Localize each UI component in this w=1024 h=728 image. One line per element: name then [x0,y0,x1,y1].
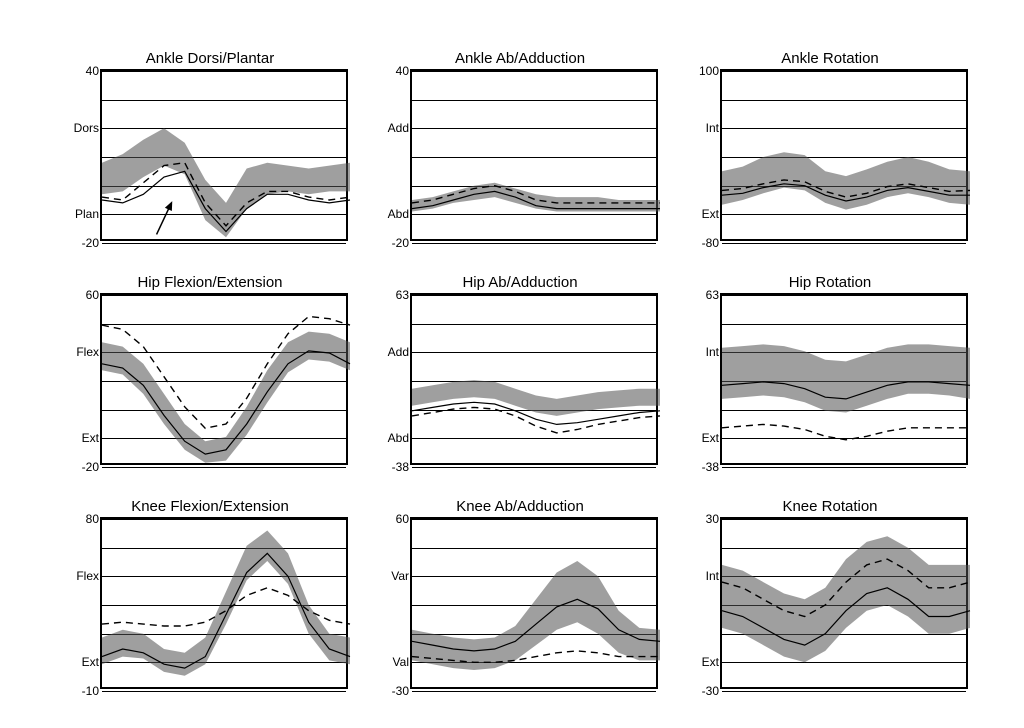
y-tick-label: Abd [388,207,409,221]
y-tick-label: Ext [702,655,719,669]
y-tick-label: 100 [699,64,719,78]
panel-title: Knee Flexion/Extension [70,498,350,515]
normative-band [102,531,350,676]
panel-5: Hip Rotation63IntExt-38 [690,274,970,484]
chart-grid: Ankle Dorsi/Plantar40DorsPlan-20Ankle Ab… [70,50,970,708]
normative-band [722,344,970,412]
plot-area: 40AddAbd-20 [410,69,658,241]
y-tick-label: -38 [392,460,409,474]
gridline [722,691,966,692]
panel-title: Hip Flexion/Extension [70,274,350,291]
y-tick-label: 40 [86,64,99,78]
panel-7: Knee Ab/Adduction60VarVal-30 [380,498,660,708]
panel-2: Ankle Rotation100IntExt-80 [690,50,970,260]
panel-4: Hip Ab/Adduction63AddAbd-38 [380,274,660,484]
y-tick-label: Add [388,121,409,135]
gridline [412,467,656,468]
plot-svg [102,295,350,467]
y-tick-label: Dors [74,121,99,135]
plot-svg [412,295,660,467]
y-tick-label: Ext [702,431,719,445]
plot-area: 30IntExt-30 [720,517,968,689]
y-tick-label: Flex [76,569,99,583]
y-tick-label: Ext [82,655,99,669]
y-tick-label: 63 [396,288,409,302]
plot-area: 60VarVal-30 [410,517,658,689]
y-tick-label: 80 [86,512,99,526]
plot-area: 63AddAbd-38 [410,293,658,465]
plot-svg [102,519,350,691]
panel-6: Knee Flexion/Extension80FlexExt-10 [70,498,350,708]
gridline [412,691,656,692]
y-tick-label: -10 [82,684,99,698]
normative-band [412,561,660,670]
panel-1: Ankle Ab/Adduction40AddAbd-20 [380,50,660,260]
y-tick-label: -20 [392,236,409,250]
y-tick-label: -20 [82,460,99,474]
panel-title: Ankle Rotation [690,50,970,67]
panel-8: Knee Rotation30IntExt-30 [690,498,970,708]
normative-band [722,536,970,662]
gridline [412,243,656,244]
gridline [102,243,346,244]
y-tick-label: 40 [396,64,409,78]
panel-0: Ankle Dorsi/Plantar40DorsPlan-20 [70,50,350,260]
arrow-head-icon [166,203,171,210]
panel-3: Hip Flexion/Extension60FlexExt-20 [70,274,350,484]
plot-area: 63IntExt-38 [720,293,968,465]
plot-svg [722,295,970,467]
y-tick-label: Int [706,569,719,583]
series-dashed [722,424,970,439]
y-tick-label: -80 [702,236,719,250]
panel-title: Knee Ab/Adduction [380,498,660,515]
y-tick-label: 30 [706,512,719,526]
y-tick-label: Val [393,655,409,669]
plot-area: 40DorsPlan-20 [100,69,348,241]
panel-title: Hip Ab/Adduction [380,274,660,291]
gridline [722,467,966,468]
plot-svg [102,71,350,243]
y-tick-label: Add [388,345,409,359]
gridline [722,243,966,244]
plot-area: 60FlexExt-20 [100,293,348,465]
y-tick-label: 60 [86,288,99,302]
y-tick-label: Ext [82,431,99,445]
normative-band [412,380,660,416]
y-tick-label: Flex [76,345,99,359]
y-tick-label: Ext [702,207,719,221]
y-tick-label: Var [391,569,409,583]
gridline [102,691,346,692]
y-tick-label: -30 [392,684,409,698]
plot-area: 80FlexExt-10 [100,517,348,689]
y-tick-label: Abd [388,431,409,445]
panel-title: Ankle Ab/Adduction [380,50,660,67]
y-tick-label: Int [706,121,719,135]
panel-title: Ankle Dorsi/Plantar [70,50,350,67]
panel-title: Knee Rotation [690,498,970,515]
y-tick-label: 60 [396,512,409,526]
y-tick-label: Plan [75,207,99,221]
plot-svg [722,71,970,243]
y-tick-label: Int [706,345,719,359]
plot-svg [722,519,970,691]
y-tick-label: 63 [706,288,719,302]
normative-band [102,128,350,237]
gridline [102,467,346,468]
panel-title: Hip Rotation [690,274,970,291]
plot-svg [412,71,660,243]
y-tick-label: -38 [702,460,719,474]
plot-svg [412,519,660,691]
normative-band [412,183,660,212]
plot-area: 100IntExt-80 [720,69,968,241]
y-tick-label: -30 [702,684,719,698]
y-tick-label: -20 [82,236,99,250]
